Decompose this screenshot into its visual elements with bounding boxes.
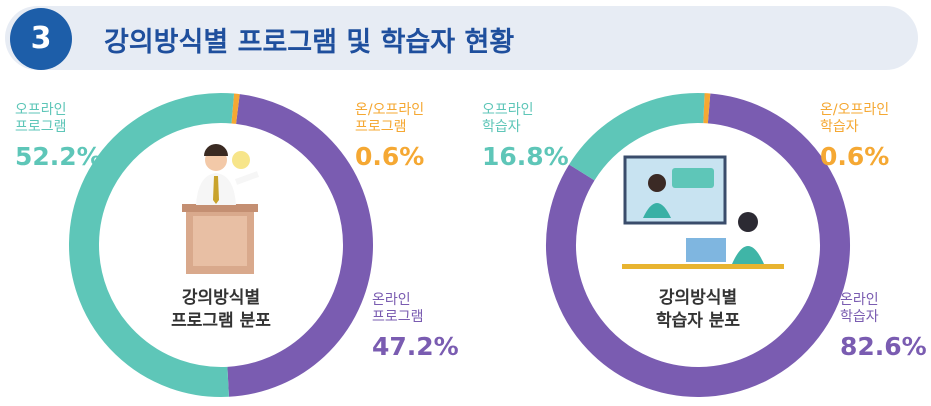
value-label: 16.8%: [482, 142, 569, 171]
header-bar: [5, 6, 918, 70]
donut-segment: [227, 94, 373, 397]
category-label: 오프라인 프로그램: [15, 102, 67, 135]
category-label: 온/오프라인 학습자: [820, 102, 890, 135]
chart-title: 강의방식별 프로그램 분포: [171, 288, 271, 331]
donut-segment: [69, 93, 235, 397]
donut-segment: [546, 93, 850, 397]
header-title: 강의방식별 프로그램 및 학습자 현황: [104, 27, 515, 58]
category-label: 온라인 학습자: [840, 292, 879, 325]
category-label: 온/오프라인 프로그램: [355, 102, 425, 135]
value-label: 0.6%: [355, 142, 425, 171]
donut-segment: [569, 93, 705, 181]
category-label: 오프라인 학습자: [482, 102, 534, 135]
illustration-online-class: [622, 155, 784, 269]
donut-segment: [231, 93, 240, 124]
value-label: 0.6%: [820, 142, 890, 171]
value-label: 82.6%: [840, 332, 927, 361]
value-label: 47.2%: [372, 332, 459, 361]
illustration-lecturer: [182, 144, 260, 274]
chart-title: 강의방식별 학습자 분포: [655, 288, 741, 331]
value-label: 52.2%: [15, 142, 102, 171]
section-badge: 3: [10, 8, 72, 70]
category-label: 온라인 프로그램: [372, 292, 424, 325]
